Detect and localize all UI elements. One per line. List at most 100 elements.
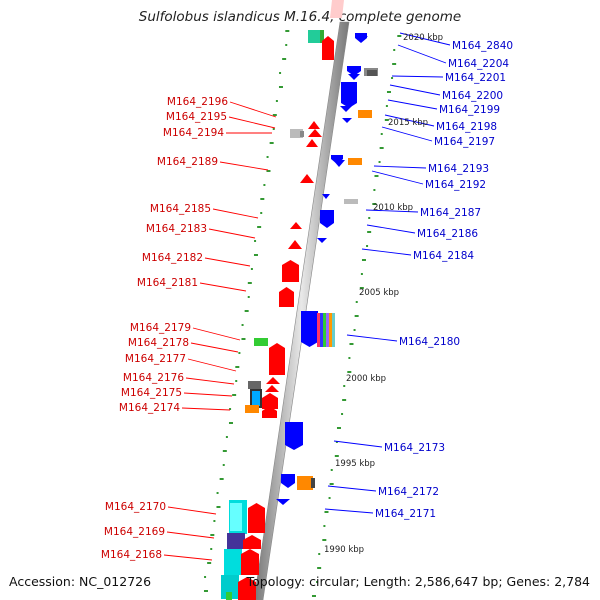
gene-label[interactable]: M164_2189: [157, 156, 218, 168]
leader-line: [212, 208, 259, 219]
leader-line: [366, 224, 416, 234]
gene-label[interactable]: M164_2194: [163, 127, 224, 139]
gene-block: [290, 129, 303, 138]
reverse-gene-arrow: [333, 160, 345, 167]
gene-label[interactable]: M164_2170: [105, 501, 166, 513]
gene-block: [297, 476, 313, 490]
reverse-gene-arrow: [285, 422, 303, 450]
forward-gene-arrow: [262, 406, 277, 418]
gene-block: [367, 70, 377, 76]
gene-label[interactable]: M164_2179: [130, 322, 191, 334]
leader-line: [166, 531, 215, 539]
tick-mark: [349, 343, 354, 345]
rna-feature: [308, 30, 322, 43]
tick-mark: [335, 441, 338, 443]
gene-label[interactable]: M164_2187: [420, 207, 481, 219]
gene-label[interactable]: M164_2174: [119, 402, 180, 414]
gene-label[interactable]: M164_2195: [166, 111, 227, 123]
forward-gene-arrow: [288, 240, 302, 249]
gene-block: [245, 405, 259, 413]
gene-label[interactable]: M164_2193: [428, 163, 489, 175]
tick-mark: [203, 590, 208, 592]
reverse-gene-arrow: [281, 474, 295, 488]
gene-label[interactable]: M164_2169: [104, 526, 165, 538]
gene-label[interactable]: M164_2184: [413, 250, 474, 262]
tick-marks: [203, 30, 402, 597]
gene-label[interactable]: M164_2199: [439, 104, 500, 116]
gene-block: [323, 313, 326, 347]
leader-line: [199, 282, 247, 292]
reverse-gene-arrow: [317, 238, 327, 243]
gene-label[interactable]: M164_2177: [125, 353, 186, 365]
reverse-gene-arrow: [342, 118, 352, 123]
gene-label[interactable]: M164_2204: [448, 58, 509, 70]
gene-label[interactable]: M164_2192: [425, 179, 486, 191]
leader-line: [167, 506, 217, 515]
gene-label[interactable]: M164_2183: [146, 223, 207, 235]
gene-label[interactable]: M164_2201: [445, 72, 506, 84]
gene-label[interactable]: M164_2176: [123, 372, 184, 384]
gene-block: [221, 575, 239, 599]
gene-block: [254, 338, 268, 346]
tick-mark: [241, 338, 246, 340]
kbp-label: 2010 kbp: [373, 203, 413, 213]
tick-mark: [385, 105, 388, 107]
tick-mark: [372, 203, 377, 205]
gene-block: [329, 313, 332, 347]
tick-mark: [213, 520, 216, 522]
leader-line: [389, 84, 441, 96]
tick-mark: [328, 497, 331, 499]
tick-mark: [235, 380, 238, 382]
tick-mark: [386, 91, 391, 93]
gene-label[interactable]: M164_2173: [384, 442, 445, 454]
reverse-gene-arrow: [276, 499, 290, 505]
gene-label[interactable]: M164_2197: [434, 136, 495, 148]
reverse-gene-arrow: [341, 82, 357, 108]
leader-line: [190, 342, 239, 353]
tick-mark: [272, 114, 277, 116]
gene-label[interactable]: M164_2181: [137, 277, 198, 289]
gene-label[interactable]: M164_2196: [167, 96, 228, 108]
forward-gene-arrow: [308, 129, 322, 137]
tick-mark: [361, 259, 366, 261]
gene-label[interactable]: M164_2171: [375, 508, 436, 520]
gene-label[interactable]: M164_2182: [142, 252, 203, 264]
gene-block: [344, 199, 358, 204]
tick-mark: [232, 394, 237, 396]
tick-mark: [354, 315, 359, 317]
gene-label[interactable]: M164_2840: [452, 40, 513, 52]
tick-mark: [272, 128, 275, 130]
tick-mark: [266, 156, 269, 158]
rna-feature: [320, 30, 324, 43]
leader-line: [399, 32, 451, 46]
tick-mark: [348, 357, 351, 359]
gene-features: [221, 30, 378, 600]
left-gene-labels: M164_2196 M164_2195 M164_2194 M164_2189 …: [101, 96, 228, 561]
gene-label[interactable]: M164_2178: [128, 337, 189, 349]
leader-line: [373, 165, 427, 169]
gene-label[interactable]: M164_2198: [436, 121, 497, 133]
tick-mark: [343, 385, 346, 387]
gene-label[interactable]: M164_2175: [121, 387, 182, 399]
tick-mark: [366, 245, 369, 247]
tick-mark: [393, 49, 396, 51]
leader-line: [361, 248, 412, 256]
tick-mark: [379, 147, 384, 149]
gene-block: [332, 313, 335, 347]
gene-label[interactable]: M164_2185: [150, 203, 211, 215]
genome-summary-text: Topology: circular; Length: 2,586,647 bp…: [246, 574, 590, 589]
gene-label[interactable]: M164_2172: [378, 486, 439, 498]
gene-label[interactable]: M164_2168: [101, 549, 162, 561]
tick-mark: [247, 282, 252, 284]
tick-mark: [380, 133, 383, 135]
gene-label[interactable]: M164_2180: [399, 336, 460, 348]
scale-labels: 2020 kbp 2015 kbp 2010 kbp 2005 kbp 2000…: [324, 33, 443, 555]
tick-mark: [336, 427, 341, 429]
gene-label[interactable]: M164_2200: [442, 90, 503, 102]
gene-label[interactable]: M164_2186: [417, 228, 478, 240]
tick-mark: [210, 534, 215, 536]
tick-mark: [342, 399, 347, 401]
tick-mark: [360, 273, 363, 275]
tick-mark: [260, 198, 265, 200]
